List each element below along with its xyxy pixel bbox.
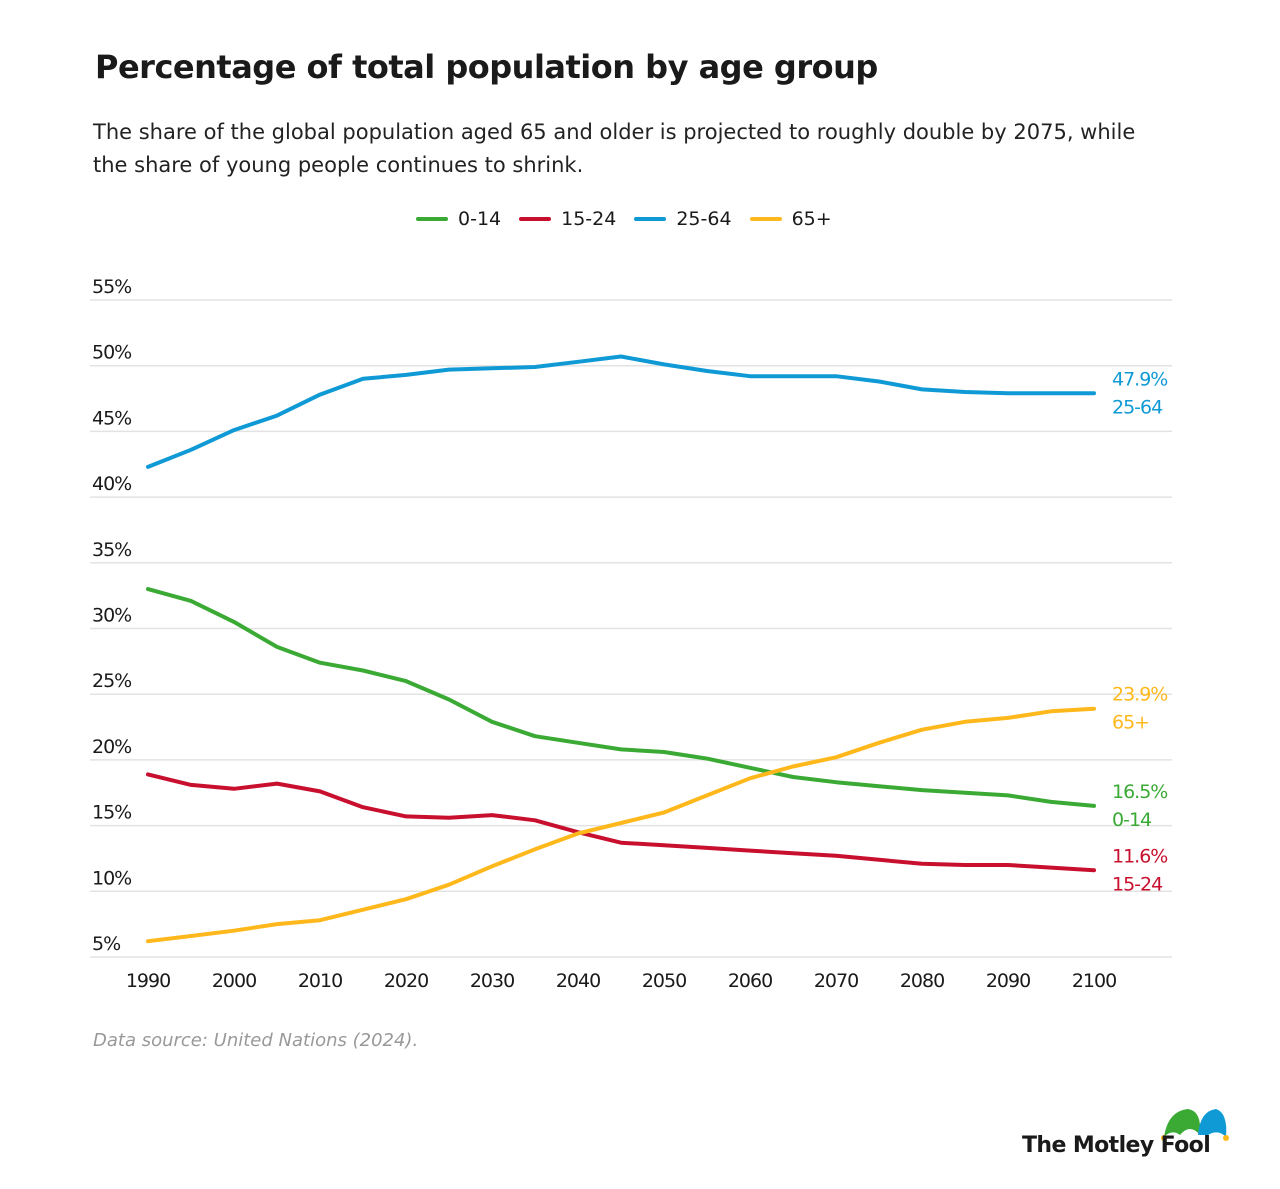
legend-swatch <box>634 217 667 221</box>
legend-label: 0-14 <box>458 208 502 230</box>
legend-item: 25-64 <box>634 208 732 230</box>
y-tick-label: 20% <box>92 736 131 758</box>
motley-fool-logo: The Motley Fool <box>1022 1105 1232 1165</box>
x-tick-label: 2050 <box>642 970 686 992</box>
series-line-65+ <box>146 706 1096 944</box>
x-tick-label: 2030 <box>470 970 514 992</box>
legend-swatch <box>749 217 782 221</box>
line-chart: 5% 10% 15% 20% 25% 30% 35% 40% 45% 50% 55% 1990 2000… <box>90 276 1172 992</box>
end-series-label: 0-14 <box>1112 809 1152 831</box>
end-value-label: 47.9% <box>1112 368 1167 390</box>
legend-item: 0-14 <box>416 208 501 230</box>
x-tick-label: 2060 <box>728 970 772 992</box>
y-tick-label: 40% <box>92 473 131 495</box>
y-tick-label: 35% <box>92 539 131 561</box>
end-value-label: 16.5% <box>1112 781 1167 803</box>
end-value-label: 23.9% <box>1112 684 1167 706</box>
chart-title: Percentage of total population by age gr… <box>95 48 878 86</box>
end-series-label: 15-24 <box>1112 873 1163 895</box>
jester-hat-icon <box>1161 1109 1229 1141</box>
x-tick-label: 2010 <box>298 970 342 992</box>
y-tick-label: 5% <box>92 933 120 955</box>
y-tick-label: 55% <box>92 276 131 298</box>
data-source: Data source: United Nations (2024). <box>93 1030 419 1051</box>
logo-text: The Motley Fool <box>1022 1133 1211 1158</box>
x-tick-label: 2100 <box>1072 970 1116 992</box>
chart-subtitle: The share of the global population aged … <box>93 120 1136 177</box>
x-tick-label: 1990 <box>126 970 170 992</box>
legend-label: 25-64 <box>676 208 732 230</box>
series-line-25-64 <box>146 354 1096 469</box>
end-value-label: 11.6% <box>1112 845 1167 867</box>
x-tick-label: 2070 <box>814 970 858 992</box>
y-tick-label: 50% <box>92 342 131 364</box>
y-tick-label: 25% <box>92 670 131 692</box>
legend-swatch <box>416 217 448 221</box>
y-tick-label: 30% <box>92 605 131 627</box>
legend: 0-14 15-24 25-64 65+ <box>416 208 832 230</box>
legend-item: 65+ <box>749 208 832 230</box>
x-tick-label: 2090 <box>986 970 1030 992</box>
legend-label: 65+ <box>791 208 832 230</box>
series-line-0-14 <box>146 587 1096 808</box>
y-tick-label: 10% <box>92 867 131 889</box>
y-tick-label: 45% <box>92 407 131 429</box>
x-tick-label: 2080 <box>900 970 944 992</box>
series-line-15-24 <box>146 772 1096 873</box>
x-tick-label: 2000 <box>212 970 256 992</box>
x-tick-label: 2020 <box>384 970 428 992</box>
x-tick-label: 2040 <box>556 970 600 992</box>
legend-swatch <box>519 217 552 221</box>
legend-item: 15-24 <box>519 208 616 230</box>
legend-label: 15-24 <box>561 208 617 230</box>
end-series-label: 25-64 <box>1112 396 1163 418</box>
y-tick-label: 15% <box>92 802 131 824</box>
end-series-label: 65+ <box>1112 712 1149 734</box>
